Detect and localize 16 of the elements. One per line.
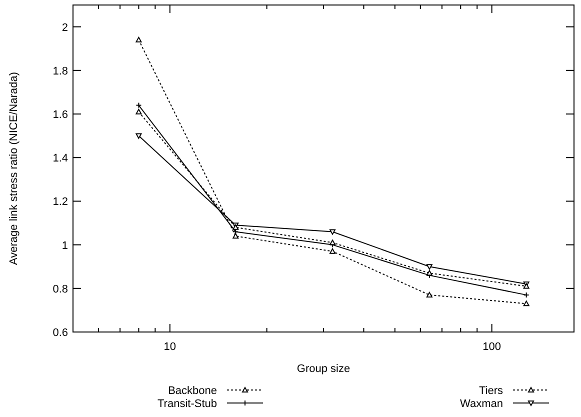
legend-label: Tiers (478, 385, 504, 397)
y-tick-label: 1.8 (52, 65, 68, 78)
y-tick-label: 2 (62, 22, 68, 34)
y-tick-label: 1.2 (52, 196, 68, 208)
y-tick-label: 1 (62, 240, 68, 252)
y-tick-label: 1.6 (52, 109, 68, 121)
y-axis-title: Average link stress ratio (NICE/Narada) (8, 72, 20, 265)
x-tick-label: 10 (164, 341, 176, 353)
legend-label: Backbone (168, 385, 217, 397)
y-tick-label: 1.4 (52, 152, 68, 165)
x-tick-label: 100 (482, 341, 502, 353)
y-tick-label: 0.8 (52, 283, 68, 296)
x-axis-title: Group size (296, 363, 350, 375)
legend-label: Waxman (460, 398, 503, 410)
legend-label: Transit-Stub (157, 398, 217, 410)
y-tick-label: 0.6 (52, 327, 68, 339)
